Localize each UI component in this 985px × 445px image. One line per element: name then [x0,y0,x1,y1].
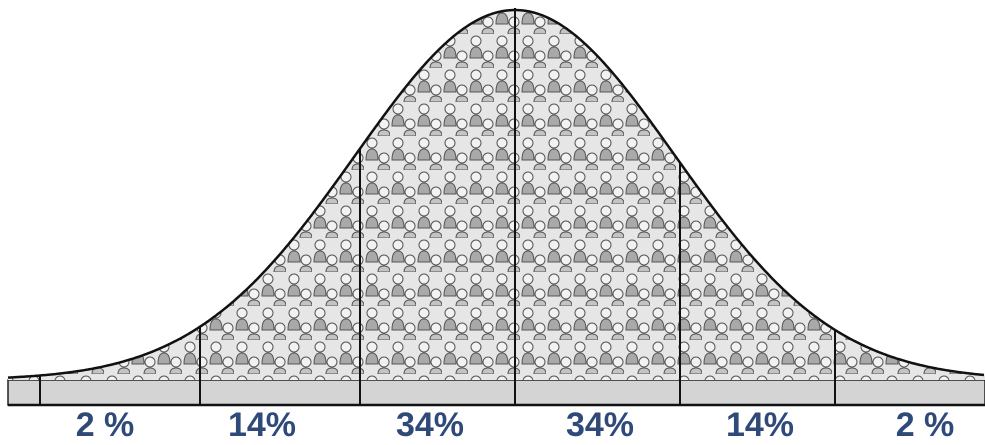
segment [8,326,200,380]
segment [515,10,680,380]
value-label: 34% [396,406,464,444]
value-label: 2 % [896,406,955,444]
value-label: 34% [566,406,634,444]
ground [7,379,985,406]
bell-curve [7,8,985,379]
value-label: 14% [726,406,794,444]
segment [200,148,360,380]
segment [360,10,515,380]
value-label: 2 % [76,406,135,444]
segment [835,329,985,380]
value-label: 14% [228,406,296,444]
